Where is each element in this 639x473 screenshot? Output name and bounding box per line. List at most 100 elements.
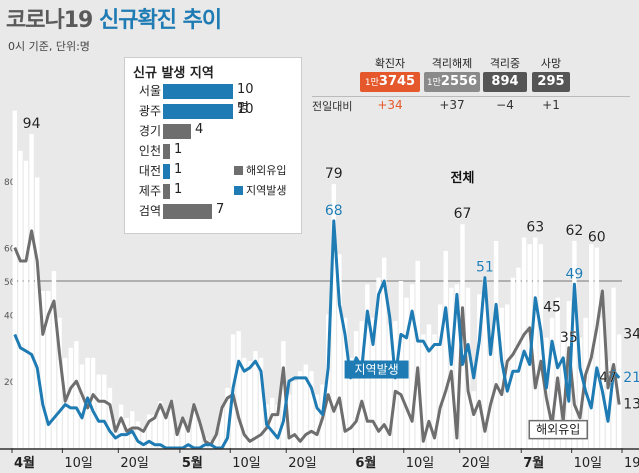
bar-total (572, 240, 577, 448)
region-value: 1 (174, 162, 183, 177)
bar-total (118, 404, 124, 448)
data-label: 62 (566, 223, 584, 239)
stat-label: 사망 (540, 57, 562, 70)
bar-total (174, 434, 180, 448)
bar-total (309, 371, 314, 448)
bar-total (600, 317, 605, 448)
stat-label: 격리해제 (431, 57, 473, 70)
label-imported-bg (528, 419, 588, 440)
bar-total (605, 361, 611, 448)
legend-swatch (234, 166, 243, 175)
bar-total (353, 331, 359, 448)
region-bar (163, 144, 170, 159)
y-tick-label: 50 (4, 278, 16, 288)
bar-total (253, 351, 258, 448)
delta-label: 전일대비 (312, 100, 353, 113)
data-label: 34 (623, 326, 639, 342)
bar-total (409, 284, 415, 448)
data-label: 47 (599, 370, 617, 386)
label-imported: 해외유입 (536, 423, 580, 437)
bar-total (454, 284, 460, 448)
stat-label: 확진자 (374, 57, 406, 70)
stat-delta: −4 (496, 98, 514, 112)
region-value: 7 (216, 202, 225, 217)
region-name: 제주 (138, 184, 161, 198)
subtitle: 0시 기준, 단위:명 (8, 40, 90, 53)
bar-total (292, 381, 297, 448)
stat-label: 격리중 (489, 57, 521, 70)
title-part2: 신규확진 추이 (99, 8, 222, 33)
bar-total (51, 270, 57, 448)
stat-delta: +34 (377, 98, 403, 112)
bar-total (225, 387, 230, 448)
bar-total (617, 334, 622, 448)
bar-total (370, 317, 376, 448)
bar-total (533, 237, 538, 448)
bar-total (510, 277, 516, 448)
bar-total (505, 304, 510, 448)
stat-prefix: 1만 (426, 78, 441, 88)
bar-total (393, 321, 398, 448)
bar-total (163, 417, 169, 448)
bar-total (242, 357, 247, 448)
bar-total (482, 277, 488, 448)
data-label: 13 (623, 397, 639, 413)
region-value: 1 (174, 182, 183, 197)
y-tick-label: 60 (4, 245, 16, 255)
y-tick-label: 40 (4, 311, 16, 321)
bar-total (79, 364, 85, 448)
bar-total (46, 291, 51, 448)
bar-total (359, 321, 364, 448)
bar-total (275, 404, 281, 448)
region-value: 10명 (237, 82, 254, 116)
label-local-bg (344, 360, 409, 379)
x-tick-label: 20일 (288, 456, 317, 471)
x-tick-label: 10일 (406, 456, 435, 471)
stat-delta: +1 (542, 98, 560, 112)
bar-total (432, 334, 437, 448)
data-label: 51 (476, 260, 494, 276)
region-bar (163, 184, 170, 199)
x-tick-label: 19일 (624, 456, 639, 471)
bar-total (449, 287, 454, 448)
bar-total (298, 371, 303, 448)
bar-total (270, 397, 275, 448)
bar-total (12, 110, 17, 448)
legend-label: 해외유입 (246, 164, 287, 177)
x-tick-label: 10일 (232, 456, 261, 471)
data-label: 63 (526, 220, 544, 236)
bar-total (527, 244, 532, 448)
stat-value: 1만3745 (360, 72, 420, 92)
y-tick-label: 80 (4, 178, 16, 188)
x-tick-label: 20일 (120, 456, 149, 471)
bar-total (471, 391, 476, 448)
bar-total (90, 357, 96, 448)
bar-total (493, 240, 499, 448)
bar-total (465, 287, 471, 448)
bar-total (499, 307, 504, 448)
data-label: 68 (325, 203, 343, 219)
stat-value: 1만2556 (424, 72, 480, 92)
label-total: 전체 (451, 170, 475, 186)
x-tick-label: 5월 (182, 455, 203, 471)
bar-total (34, 177, 40, 448)
title-part1: 코로나19 (6, 8, 93, 33)
legend-swatch (234, 186, 243, 195)
bar-total (236, 331, 241, 448)
bar-total (577, 337, 583, 448)
bar-total (29, 134, 34, 449)
bar-total (426, 324, 432, 448)
bar-total (437, 304, 443, 448)
data-label: 60 (588, 230, 606, 246)
bar-total (421, 334, 426, 448)
bar-total (23, 160, 29, 448)
data-label: 35 (560, 330, 578, 346)
bar-total (337, 254, 342, 448)
bar-total (516, 267, 521, 448)
bar-total (96, 374, 101, 448)
region-value: 10 (237, 102, 254, 117)
stat-number: 2556 (440, 74, 478, 89)
bar-total (146, 414, 152, 448)
data-label: 67 (454, 206, 472, 222)
